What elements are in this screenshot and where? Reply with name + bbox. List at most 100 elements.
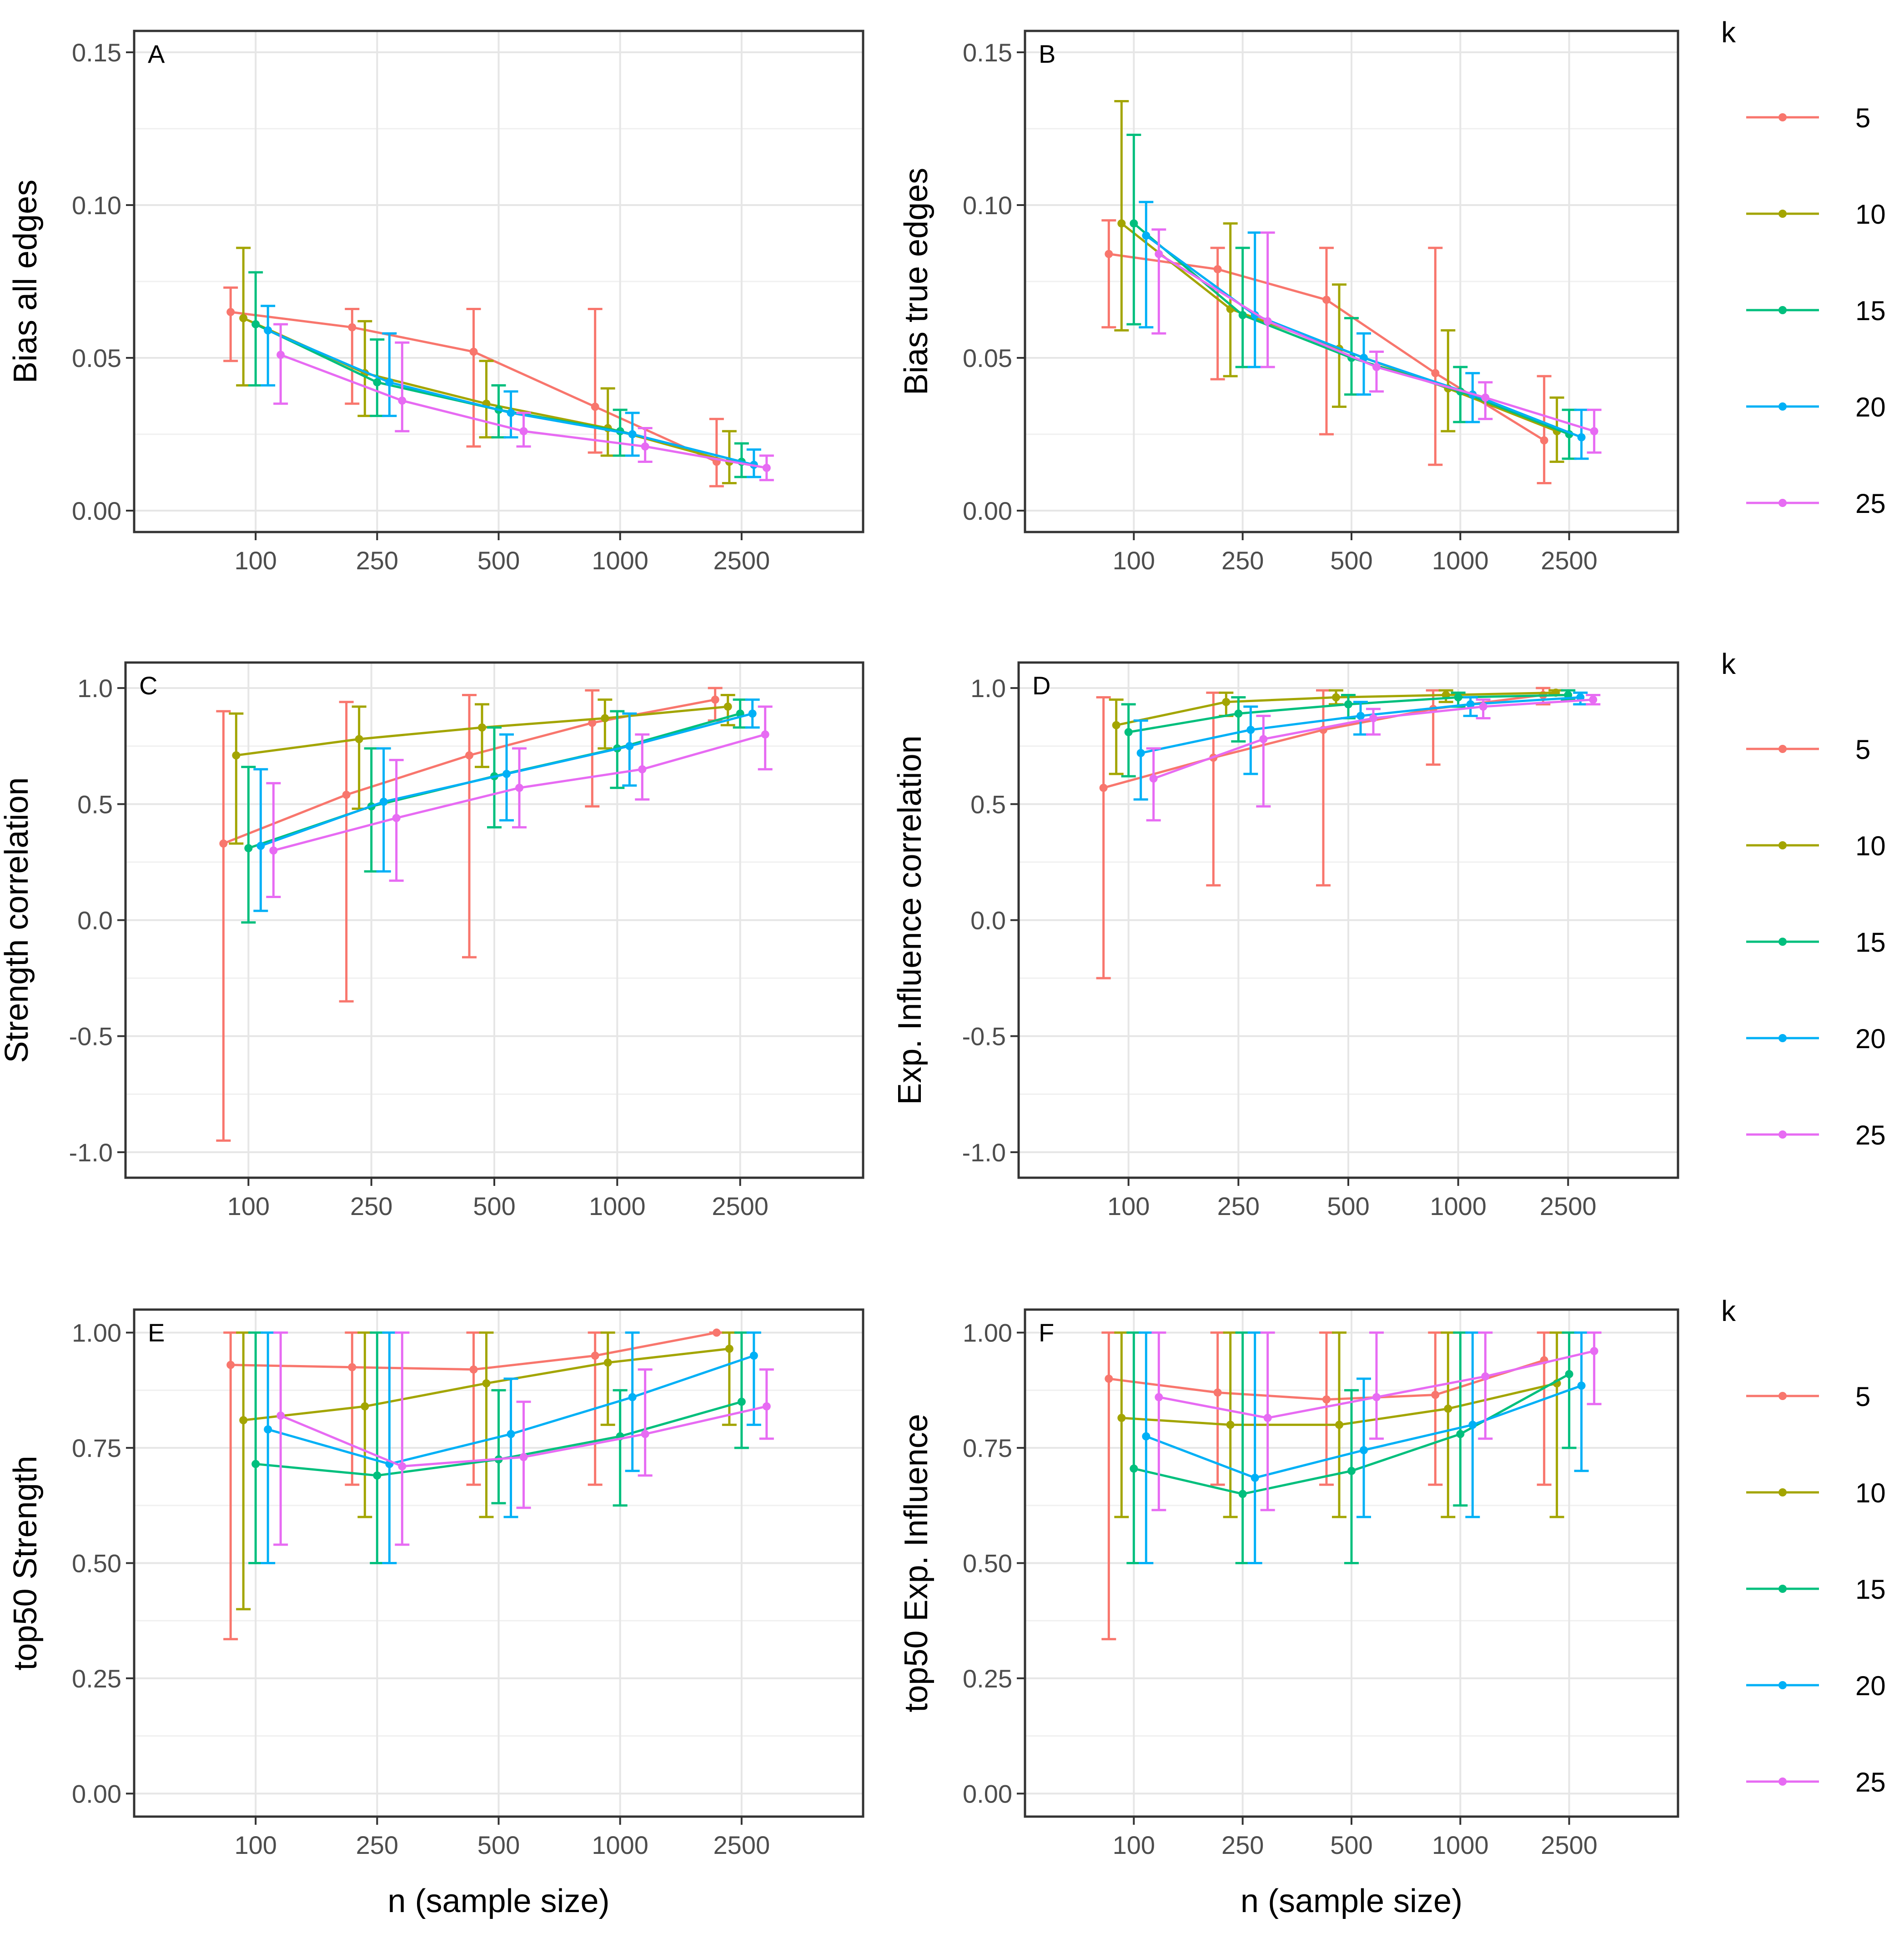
data-point — [1372, 363, 1381, 372]
series-k5 — [223, 1328, 724, 1641]
x-tick-label: 2500 — [1541, 1831, 1598, 1859]
data-point — [465, 751, 473, 760]
data-point — [1222, 698, 1231, 706]
data-point — [276, 351, 285, 359]
y-axis-title: top50 Strength — [7, 1456, 44, 1670]
data-point — [226, 1361, 235, 1369]
y-tick-label: 0.0 — [77, 906, 113, 935]
x-tick-label: 100 — [1113, 1831, 1155, 1859]
data-point — [1431, 369, 1440, 377]
data-point — [385, 378, 394, 387]
data-point — [1234, 709, 1243, 718]
data-point — [1238, 311, 1247, 319]
legend-title: k — [1721, 16, 1736, 49]
y-tick-label: -1.0 — [962, 1138, 1006, 1167]
y-tick-label: 0.05 — [72, 344, 121, 372]
data-point — [1456, 1430, 1465, 1438]
data-point — [1332, 693, 1340, 702]
data-point — [711, 695, 719, 704]
legend-label: 20 — [1855, 1024, 1886, 1054]
y-tick-label: 0.00 — [963, 497, 1012, 525]
series-k10 — [1109, 688, 1563, 775]
x-tick-label: 1000 — [1432, 546, 1489, 575]
y-tick-label: 0.5 — [77, 790, 113, 818]
data-point — [373, 1471, 382, 1480]
data-point — [1130, 1464, 1138, 1473]
data-point — [244, 844, 253, 853]
y-tick-label: -0.5 — [69, 1022, 113, 1051]
data-point — [762, 1402, 771, 1411]
data-point — [712, 1328, 721, 1337]
data-point — [1213, 1388, 1222, 1397]
data-point — [628, 1393, 637, 1401]
x-tick-label: 250 — [1217, 1192, 1260, 1220]
panel-b: 0.00 0.05 0.10 0.15 100 250 500 1000 2500 B Bias t… — [898, 30, 1679, 575]
data-point — [1335, 1421, 1343, 1429]
x-tick-label: 500 — [473, 1192, 515, 1220]
series-k25 — [273, 1331, 774, 1546]
data-point — [502, 769, 511, 778]
data-point — [1590, 427, 1598, 436]
data-point — [1344, 700, 1352, 708]
x-tick-label: 1000 — [1430, 1192, 1487, 1220]
data-point — [591, 402, 599, 411]
data-point — [641, 1430, 649, 1438]
data-point — [348, 1363, 357, 1371]
legend-label: 10 — [1855, 199, 1886, 230]
y-tick-label: 0.5 — [970, 790, 1006, 818]
x-tick-label: 100 — [227, 1192, 270, 1220]
data-point — [1130, 219, 1138, 228]
data-point — [1356, 712, 1365, 720]
data-point — [591, 1351, 599, 1360]
data-point — [1590, 1347, 1598, 1356]
data-point — [1105, 250, 1113, 258]
data-point — [1112, 721, 1120, 729]
legend-label: 15 — [1855, 296, 1886, 326]
data-point — [1099, 783, 1108, 792]
panel-border — [1024, 1308, 1679, 1818]
data-point — [1360, 1446, 1368, 1455]
series-k20 — [261, 305, 761, 478]
y-tick-label: 1.00 — [963, 1319, 1012, 1347]
legend: k 5 10 15 20 25 — [1721, 648, 1886, 1150]
x-tick-label: 2500 — [1540, 1192, 1597, 1220]
data-point — [761, 730, 769, 739]
data-point — [588, 718, 597, 727]
data-point — [1124, 728, 1133, 737]
y-tick-label: -1.0 — [69, 1138, 113, 1167]
data-point — [507, 408, 515, 417]
y-tick-label: 0.10 — [72, 191, 121, 220]
legend-title: k — [1721, 648, 1736, 680]
data-point — [478, 723, 486, 732]
legend-key-point — [1778, 841, 1787, 849]
legend-label: 10 — [1855, 1478, 1886, 1508]
data-point — [1142, 1432, 1150, 1441]
x-tick-label: 250 — [1221, 546, 1264, 575]
x-tick-label: 100 — [1113, 546, 1155, 575]
data-point — [239, 1416, 248, 1425]
panel-f: 0.00 0.25 0.50 0.75 1.00 100 250 500 1000 2500 Fto… — [898, 1308, 1679, 1919]
data-point — [256, 842, 265, 850]
legend-key-point — [1778, 1681, 1787, 1689]
data-point — [1444, 1404, 1452, 1413]
y-tick-label: 0.00 — [72, 497, 121, 525]
legend-key-point — [1778, 938, 1787, 946]
x-tick-label: 1000 — [1432, 1831, 1489, 1859]
y-tick-label: 1.00 — [72, 1319, 121, 1347]
legend-key-point — [1778, 1488, 1787, 1496]
panel-tag: B — [1039, 40, 1055, 68]
y-axis-title: Exp. Influence correlation — [892, 735, 928, 1105]
legend-label: 15 — [1855, 1574, 1886, 1605]
y-tick-label: 0.05 — [963, 344, 1012, 372]
x-tick-label: 250 — [1221, 1831, 1264, 1859]
legend: k 5 10 15 20 25 — [1721, 1295, 1886, 1797]
data-point — [1213, 265, 1222, 274]
series-k10 — [229, 693, 735, 845]
legend-key-point — [1778, 306, 1787, 314]
data-point — [737, 1397, 746, 1406]
data-point — [269, 846, 278, 855]
legend-label: 25 — [1855, 488, 1886, 519]
data-point — [1259, 735, 1268, 743]
legend-key-point — [1778, 210, 1787, 218]
